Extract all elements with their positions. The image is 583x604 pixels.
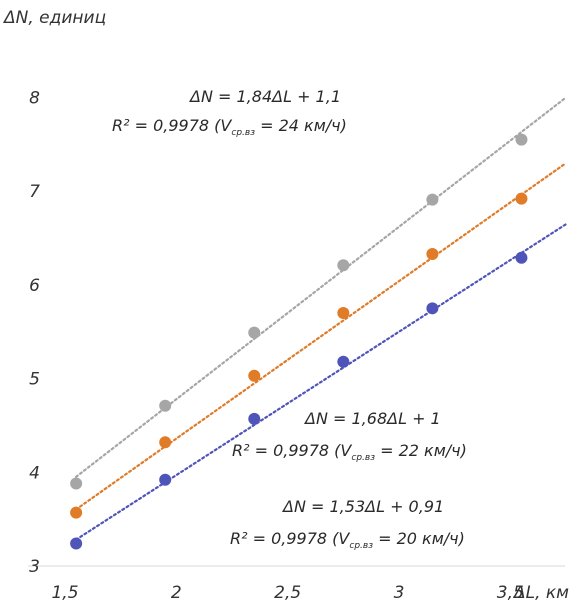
x-tick-label: 2 <box>171 583 182 603</box>
trendline-0 <box>75 96 568 478</box>
y-tick-labels: 3 4 5 6 7 8 <box>29 88 40 577</box>
x-tick-label: 1,5 <box>51 583 78 603</box>
x-tick-label: 3 <box>394 583 405 603</box>
y-tick-label: 4 <box>29 463 40 483</box>
equation-grey: ΔN = 1,84ΔL + 1,1 <box>188 87 341 106</box>
y-axis-label: ΔN, единиц <box>2 8 106 28</box>
y-tick-label: 5 <box>29 370 40 390</box>
x-tick-label: 2,5 <box>274 583 301 603</box>
equation-blue: ΔN = 1,53ΔL + 0,91 <box>281 497 444 516</box>
equation-orange: ΔN = 1,68ΔL + 1 <box>303 409 441 428</box>
data-point <box>515 251 528 264</box>
data-point <box>159 436 172 449</box>
annotation-blue: ΔN = 1,53ΔL + 0,91 R² = 0,9978 (Vср.вз =… <box>230 497 465 551</box>
data-point <box>337 259 350 272</box>
r2-orange: R² = 0,9978 (Vср.вз = 22 км/ч) <box>232 441 467 463</box>
data-point <box>248 412 261 425</box>
data-point <box>70 477 83 490</box>
x-axis-label: ΔL, км <box>512 583 569 603</box>
y-tick-label: 6 <box>29 276 40 296</box>
data-point <box>515 133 528 146</box>
data-point <box>337 355 350 368</box>
y-tick-label: 8 <box>29 88 40 108</box>
data-points <box>70 133 528 550</box>
data-point <box>248 369 261 382</box>
r2-grey: R² = 0,9978 (Vср.вз = 24 км/ч) <box>112 116 347 138</box>
trendline-1 <box>75 161 568 511</box>
trendlines <box>75 96 568 541</box>
x-tick-label: 3,5 <box>497 583 524 603</box>
annotation-orange: ΔN = 1,68ΔL + 1 R² = 0,9978 (Vср.вз = 22… <box>232 409 467 463</box>
data-point <box>70 506 83 519</box>
data-point <box>337 307 350 319</box>
r2-blue: R² = 0,9978 (Vср.вз = 20 км/ч) <box>230 529 465 551</box>
data-point <box>426 302 439 315</box>
x-tick-labels: 1,5 2 2,5 3 3,5 <box>51 583 523 603</box>
data-point <box>426 247 439 260</box>
data-point <box>159 473 172 486</box>
y-tick-label: 3 <box>29 557 40 577</box>
data-point <box>426 193 439 206</box>
data-point <box>515 192 528 205</box>
annotation-grey: ΔN = 1,84ΔL + 1,1 R² = 0,9978 (Vср.вз = … <box>112 87 347 138</box>
y-tick-label: 7 <box>29 182 40 202</box>
data-point <box>159 399 172 412</box>
trendline-2 <box>75 223 568 541</box>
data-point <box>248 326 261 339</box>
data-point <box>70 537 83 550</box>
